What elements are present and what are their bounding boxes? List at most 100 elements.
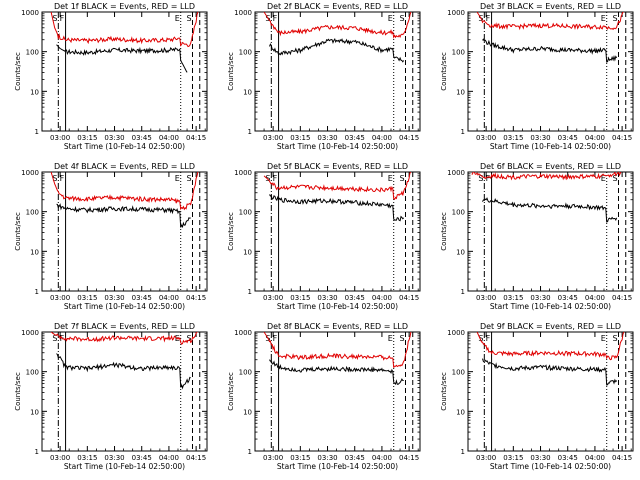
y-tick-label: 10 <box>456 88 465 96</box>
marker-label: S <box>265 174 270 183</box>
y-axis-label: Counts/sec <box>14 372 22 411</box>
x-tick-label: 03:00 <box>50 294 70 302</box>
marker-label: F <box>486 14 491 23</box>
series-group <box>50 332 201 451</box>
plot-frame <box>41 331 208 452</box>
x-tick-label: 03:00 <box>476 294 496 302</box>
x-tick-label: 03:30 <box>317 454 337 462</box>
x-tick-label: 04:15 <box>186 294 206 302</box>
plot-frame <box>467 171 634 292</box>
marker-label: F <box>60 174 65 183</box>
chart-panel-det-8: Det 8f BLACK = Events, RED = LLD 1 10 100 10… <box>213 320 426 480</box>
chart-svg: Det 3f BLACK = Events, RED = LLD 1 10 100 10… <box>440 2 634 151</box>
chart-title: Det 6f BLACK = Events, RED = LLD <box>480 162 621 171</box>
y-tick-label: 1000 <box>447 169 465 177</box>
x-tick-label: 04:00 <box>585 454 605 462</box>
y-axis-label: Counts/sec <box>14 212 22 251</box>
y-tick-label: 1 <box>35 128 39 136</box>
marker-label: S <box>478 334 483 343</box>
chart-panel-det-5: Det 5f BLACK = Events, RED = LLD 1 10 100 10… <box>213 160 426 320</box>
chart-svg: Det 2f BLACK = Events, RED = LLD 1 10 100 10… <box>227 2 421 151</box>
x-axis-label: Start Time (10-Feb-14 02:50:00) <box>490 302 611 311</box>
y-tick-label: 100 <box>452 369 465 377</box>
x-tick-label: 03:30 <box>104 454 124 462</box>
chart-title: Det 4f BLACK = Events, RED = LLD <box>54 162 195 171</box>
chart-panel-det-4: Det 4f BLACK = Events, RED = LLD 1 10 100 10… <box>0 160 213 320</box>
y-tick-label: 10 <box>243 408 252 416</box>
y-tick-label: 1000 <box>234 169 252 177</box>
y-tick-label: 10 <box>30 248 39 256</box>
x-tick-label: 04:15 <box>186 134 206 142</box>
marker-label: S <box>399 174 404 183</box>
chart-panel-det-9: Det 9f BLACK = Events, RED = LLD 1 10 100 10… <box>426 320 639 480</box>
x-axis-label: Start Time (10-Feb-14 02:50:00) <box>490 142 611 151</box>
x-tick-label: 03:15 <box>503 454 523 462</box>
series-group <box>263 332 414 451</box>
series-group <box>50 172 201 291</box>
marker-label: S <box>612 334 617 343</box>
x-axis-label: Start Time (10-Feb-14 02:50:00) <box>64 142 185 151</box>
marker-label: S <box>52 334 57 343</box>
x-axis-label: Start Time (10-Feb-14 02:50:00) <box>277 302 398 311</box>
marker-label: F <box>273 334 278 343</box>
y-tick-label: 1 <box>461 288 465 296</box>
x-tick-label: 03:00 <box>50 134 70 142</box>
series-line-lld <box>263 332 412 369</box>
chart-panel-det-6: Det 6f BLACK = Events, RED = LLD 1 10 100 10… <box>426 160 639 320</box>
y-tick-label: 100 <box>26 369 39 377</box>
chart-panel-det-3: Det 3f BLACK = Events, RED = LLD 1 10 100 10… <box>426 0 639 160</box>
y-tick-label: 1 <box>35 288 39 296</box>
x-tick-label: 04:15 <box>186 454 206 462</box>
x-tick-label: 03:00 <box>476 134 496 142</box>
y-tick-label: 1000 <box>234 329 252 337</box>
series-line-lld <box>471 172 624 181</box>
marker-label: E <box>601 14 606 23</box>
y-tick-label: 100 <box>452 209 465 217</box>
x-axis-label: Start Time (10-Feb-14 02:50:00) <box>277 462 398 471</box>
y-tick-label: 10 <box>243 248 252 256</box>
x-tick-label: 03:15 <box>503 134 523 142</box>
x-tick-label: 03:30 <box>317 294 337 302</box>
y-axis-label: Counts/sec <box>440 52 448 91</box>
x-tick-label: 04:00 <box>372 454 392 462</box>
x-tick-label: 03:15 <box>77 454 97 462</box>
marker-label: E <box>175 14 180 23</box>
y-tick-label: 10 <box>456 248 465 256</box>
chart-svg: Det 4f BLACK = Events, RED = LLD 1 10 100 10… <box>14 162 208 311</box>
series-line-lld <box>50 172 199 211</box>
x-tick-label: 03:45 <box>558 294 578 302</box>
marker-label: F <box>273 174 278 183</box>
y-axis-label: Counts/sec <box>227 212 235 251</box>
chart-svg: Det 1f BLACK = Events, RED = LLD 1 10 100 10… <box>14 2 208 151</box>
y-tick-label: 1000 <box>447 329 465 337</box>
x-tick-label: 03:15 <box>503 294 523 302</box>
series-group <box>263 12 414 131</box>
x-tick-label: 03:45 <box>132 454 152 462</box>
chart-panel-det-7: Det 7f BLACK = Events, RED = LLD 1 10 100 10… <box>0 320 213 480</box>
x-tick-label: 04:00 <box>159 134 179 142</box>
marker-label: S <box>186 14 191 23</box>
marker-label: S <box>612 174 617 183</box>
x-tick-label: 03:30 <box>530 134 550 142</box>
marker-label: S <box>186 334 191 343</box>
plot-frame <box>254 11 421 132</box>
marker-label: E <box>601 174 606 183</box>
x-tick-label: 04:00 <box>372 134 392 142</box>
x-tick-label: 04:15 <box>612 134 632 142</box>
x-tick-label: 03:30 <box>530 294 550 302</box>
y-tick-label: 100 <box>452 49 465 57</box>
series-line-events <box>269 194 405 222</box>
chart-svg: Det 9f BLACK = Events, RED = LLD 1 10 100 10… <box>440 322 634 471</box>
x-tick-label: 03:15 <box>290 454 310 462</box>
y-axis-label: Counts/sec <box>227 52 235 91</box>
y-tick-label: 1000 <box>21 9 39 17</box>
y-tick-label: 1 <box>461 448 465 456</box>
x-tick-label: 03:45 <box>132 294 152 302</box>
series-group <box>476 12 627 131</box>
y-axis-label: Counts/sec <box>14 52 22 91</box>
chart-title: Det 9f BLACK = Events, RED = LLD <box>480 322 621 331</box>
series-line-events <box>56 203 191 229</box>
chart-title: Det 3f BLACK = Events, RED = LLD <box>480 2 621 11</box>
plot-frame <box>41 11 208 132</box>
y-tick-label: 1000 <box>21 169 39 177</box>
